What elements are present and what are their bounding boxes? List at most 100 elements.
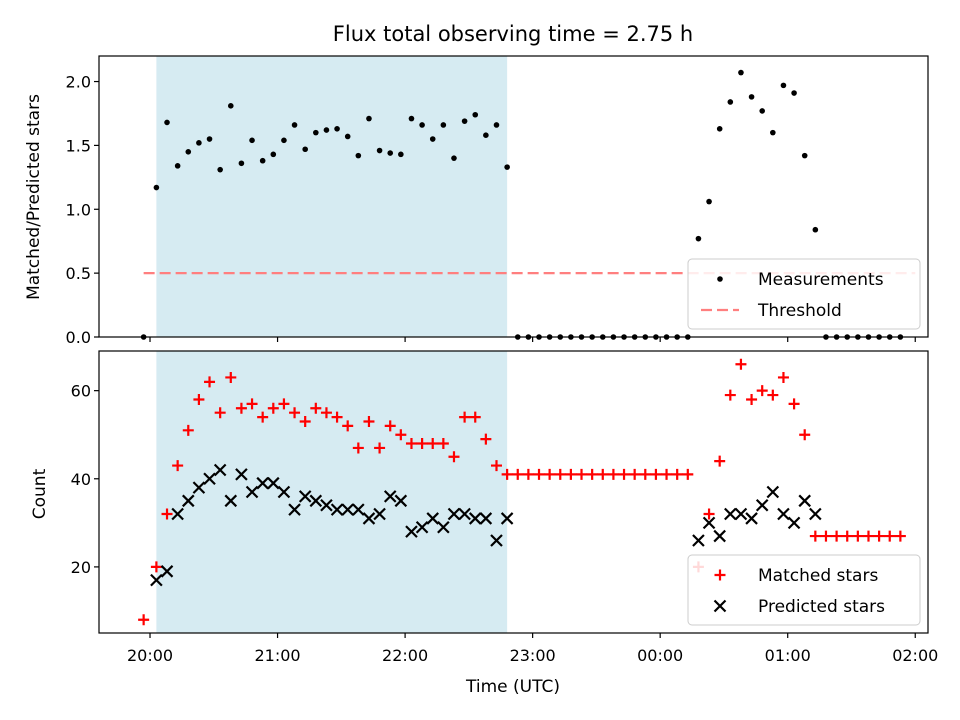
matched-star-point (193, 393, 205, 405)
predicted-star-point (713, 529, 726, 543)
matched-star-point (182, 424, 194, 436)
bottom-observing-span (156, 351, 508, 633)
legend-entry-label: Measurements (758, 270, 884, 290)
matched-star-point (172, 460, 184, 472)
measurement-point (440, 122, 447, 128)
matched-star-point (310, 402, 322, 414)
matched-star-point (267, 402, 279, 414)
matched-star-point (852, 530, 864, 542)
matched-star-point (650, 468, 662, 480)
predicted-star-point (383, 490, 397, 503)
predicted-star-point (755, 498, 769, 512)
predicted-star-point (437, 520, 450, 534)
predicted-star-point (766, 485, 780, 499)
predicted-star-point (787, 516, 801, 530)
measurement-point (738, 69, 744, 76)
bottom-y-tick-label: 20 (71, 558, 91, 577)
matched-star-point (799, 429, 811, 441)
measurement-point (344, 133, 351, 140)
predicted-star-point (479, 512, 493, 525)
matched-star-point (469, 411, 481, 423)
matched-star-point (724, 389, 736, 401)
bottom-panel: 20 40 60 20:00 21:00 22:00 23:00 00:00 01:00 02:0… (71, 350, 938, 665)
matched-star-point (831, 530, 843, 542)
matched-star-point (777, 371, 789, 383)
predicted-star-point (224, 494, 238, 508)
predicted-star-point (692, 534, 705, 547)
predicted-star-point (235, 468, 248, 481)
predicted-star-point (160, 565, 174, 578)
measurement-point (323, 127, 330, 133)
matched-star-point (703, 508, 715, 520)
measurement-point (472, 111, 479, 118)
matched-star-point (629, 468, 641, 480)
matched-star-point (597, 468, 609, 480)
x-tick-label: 20:00 (127, 646, 173, 665)
predicted-star-point (415, 520, 429, 534)
predicted-star-point (203, 472, 216, 486)
chart-title: Flux total observing time = 2.75 h (333, 22, 693, 46)
measurement-point (716, 126, 723, 132)
measurement-point (153, 184, 160, 191)
top-legend: Measurements Threshold (687, 258, 921, 330)
predicted-star-point (341, 503, 354, 516)
bottom-legend: Matched stars Predicted stars (687, 554, 921, 626)
top-y-axis-label: Matched/Predicted stars (24, 94, 44, 300)
x-axis-label: Time (UTC) (465, 677, 560, 697)
matched-star-point (873, 530, 885, 542)
measurement-point (451, 155, 457, 161)
x-tick-label: 00:00 (637, 646, 683, 665)
x-tick-label: 02:00 (892, 646, 938, 665)
measurement-point (164, 119, 170, 126)
predicted-star-point (500, 512, 514, 525)
predicted-star-point (245, 485, 259, 499)
x-tick-label: 22:00 (382, 646, 428, 665)
matched-star-point (437, 438, 449, 450)
measurement-point (706, 198, 712, 205)
top-y-tick-label: 0.5 (66, 264, 91, 283)
top-y-tick-label: 0.0 (66, 328, 91, 347)
matched-star-point (490, 460, 502, 472)
matched-star-point (788, 398, 800, 410)
predicted-star-point (171, 507, 184, 521)
measurement-point (196, 140, 202, 146)
matched-star-point (767, 389, 779, 401)
matched-star-point (214, 407, 226, 419)
measurement-point (366, 115, 372, 122)
predicted-star-point (277, 485, 291, 499)
measurement-point (461, 118, 468, 124)
matched-star-point (416, 438, 428, 450)
measurement-point (249, 137, 255, 144)
matched-star-point (607, 468, 619, 480)
matched-star-point (618, 468, 630, 480)
predicted-star-point (181, 494, 195, 508)
top-panel: 0.0 0.5 1.0 1.5 2.0 Measurements Threshold (66, 55, 929, 347)
matched-star-point (235, 402, 247, 414)
matched-star-point (576, 468, 588, 480)
predicted-star-point (734, 507, 748, 521)
matched-star-point (395, 429, 407, 441)
matched-star-point (501, 468, 513, 480)
measurement-point (812, 226, 819, 233)
bottom-y-axis-label: Count (30, 468, 50, 519)
matched-star-point (554, 468, 566, 480)
top-y-tick-label: 1.5 (66, 136, 91, 155)
matched-star-point (862, 530, 874, 542)
predicted-star-point (320, 498, 333, 512)
measurement-point (227, 103, 234, 109)
predicted-star-point (458, 507, 471, 521)
matched-star-point (522, 468, 534, 480)
matched-star-point (661, 468, 673, 480)
matched-star-point (512, 468, 524, 480)
matched-star-point (150, 561, 162, 573)
predicted-star-point (702, 516, 716, 530)
measurement-point (174, 163, 181, 169)
measurement-point (504, 164, 510, 170)
predicted-star-point (256, 476, 269, 490)
measurement-point (185, 148, 192, 155)
legend-entry-label: Predicted stars (758, 597, 885, 617)
measurement-point (387, 150, 394, 156)
matched-star-point (384, 420, 396, 432)
matched-star-point (746, 393, 758, 405)
